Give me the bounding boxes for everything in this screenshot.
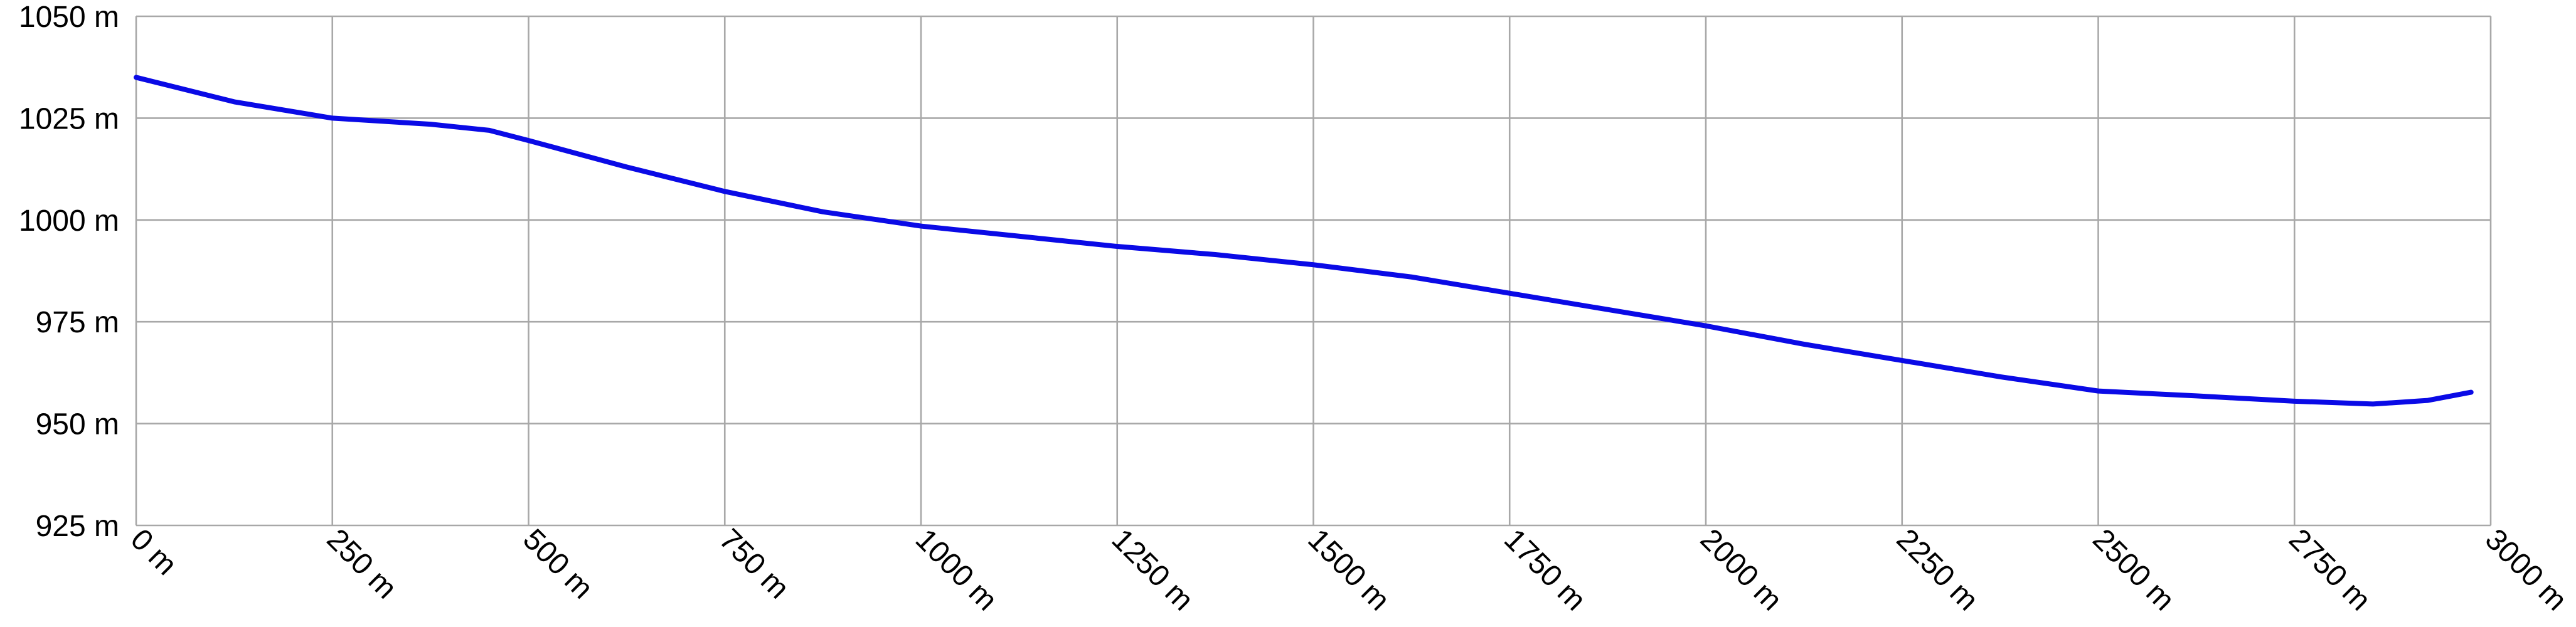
x-tick-label: 0 m [124,523,183,582]
y-tick-label: 975 m [36,306,119,339]
x-tick-label: 250 m [321,523,403,606]
y-tick-label: 925 m [36,510,119,543]
y-tick-label: 950 m [36,408,119,441]
x-tick-label: 1250 m [1105,523,1200,618]
x-tick-label: 2000 m [1694,523,1789,618]
y-tick-label: 1025 m [19,102,119,135]
elevation-line [134,75,2474,407]
x-tick-label: 2500 m [2086,523,2181,618]
x-tick-label: 3000 m [2479,523,2573,618]
x-tick-label: 2750 m [2282,523,2377,618]
x-tick-label: 2250 m [1890,523,1985,618]
x-tick-label: 750 m [713,523,796,606]
x-tick-label: 500 m [516,523,599,606]
x-tick-label: 1750 m [1498,523,1592,618]
y-tick-label: 1050 m [19,1,119,34]
y-tick-label: 1000 m [19,204,119,238]
x-tick-label: 1000 m [909,523,1004,618]
x-tick-label: 1500 m [1301,523,1396,618]
